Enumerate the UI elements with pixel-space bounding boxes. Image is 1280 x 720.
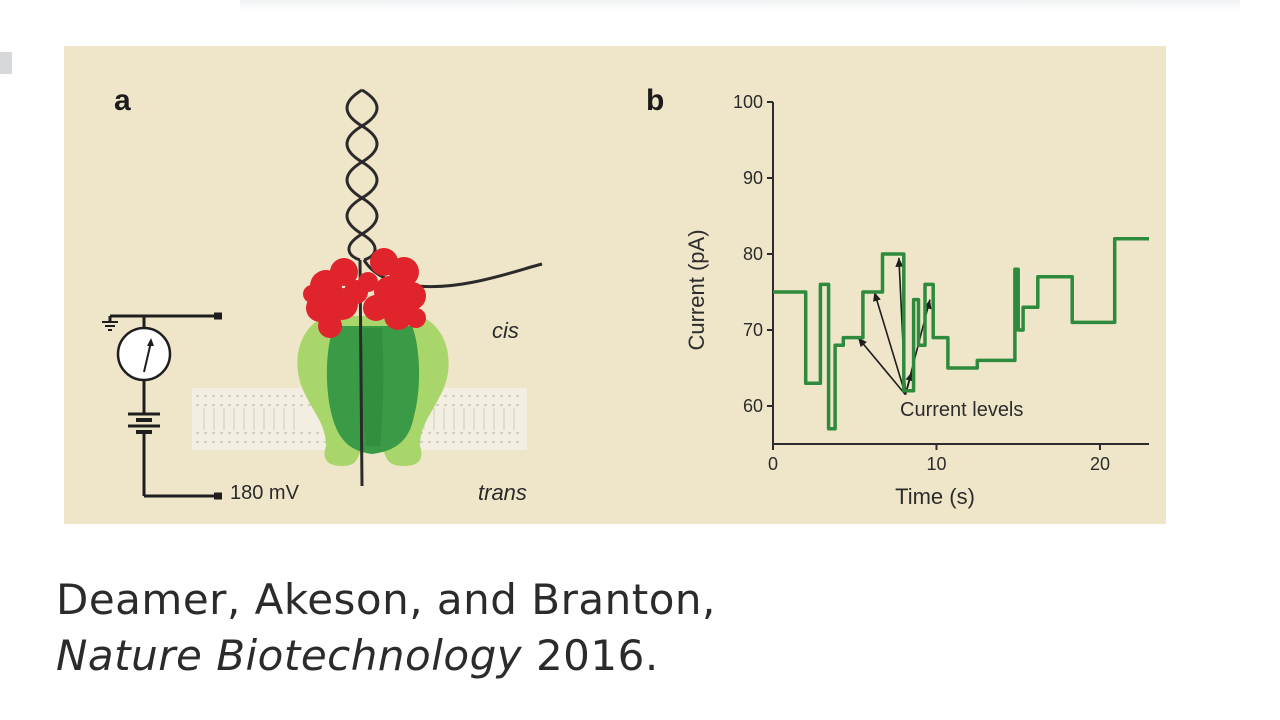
ammeter-icon [116, 326, 172, 382]
nanopore-schematic [102, 88, 543, 500]
edge-mark [0, 52, 12, 74]
annotation-arrowhead [858, 337, 867, 348]
y-tick-label: 70 [743, 320, 763, 340]
nanopore-protein [297, 316, 449, 466]
y-tick-label: 80 [743, 244, 763, 264]
y-tick-label: 90 [743, 168, 763, 188]
current-trace-chart: 60 70 80 90 100 0 10 20 Current (pA) Time (s) C… [684, 92, 1149, 509]
citation: Deamer, Akeson, and Branton, Nature Biot… [56, 572, 716, 684]
voltage-label: 180 mV [230, 482, 299, 504]
cis-label: cis [492, 318, 519, 343]
figure-panel: a [64, 46, 1166, 524]
citation-journal: Nature Biotechnology [56, 631, 523, 680]
annotation-arrowhead [895, 257, 904, 267]
x-tick-label: 10 [926, 454, 946, 474]
top-fade [240, 0, 1240, 10]
current-trace-line [773, 237, 1149, 431]
annotation-arrow [857, 337, 907, 396]
annotation-arrowhead [873, 292, 881, 302]
panel-b-letter: b [646, 84, 665, 117]
motor-protein [303, 248, 426, 338]
citation-authors: Deamer, Akeson, and Branton, [56, 575, 716, 624]
panel-a-letter: a [114, 84, 131, 117]
y-tick-label: 60 [743, 396, 763, 416]
dna-helix [345, 88, 543, 487]
x-axis-label: Time (s) [895, 484, 975, 509]
trans-label: trans [478, 480, 527, 505]
current-levels-label: Current levels [900, 399, 1023, 421]
y-tick-label: 100 [733, 92, 763, 112]
x-tick-label: 20 [1090, 454, 1110, 474]
annotation-arrow [873, 291, 907, 395]
citation-year: 2016. [535, 631, 659, 680]
current-levels-annotation [857, 257, 932, 396]
chart-axes: 60 70 80 90 100 0 10 20 [733, 92, 1149, 474]
chart-series [773, 237, 1149, 431]
y-axis-label: Current (pA) [684, 229, 709, 350]
x-tick-label: 0 [768, 454, 778, 474]
citation-source: Nature Biotechnology 2016. [56, 628, 716, 684]
